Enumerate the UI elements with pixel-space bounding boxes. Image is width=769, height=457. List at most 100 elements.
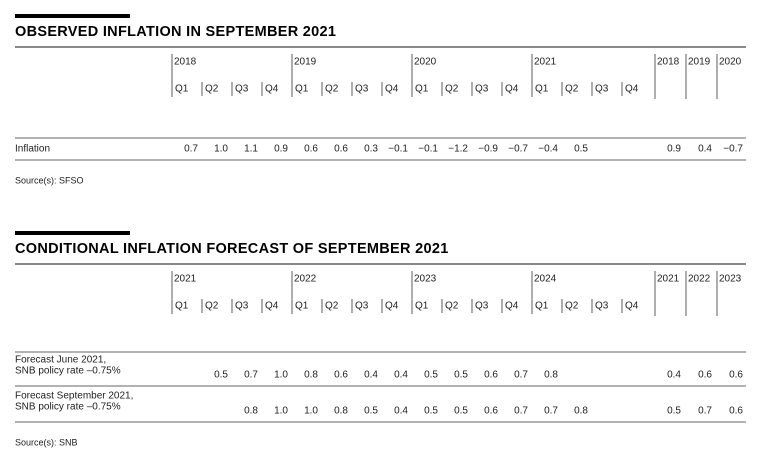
- annual-value: 0.9: [667, 144, 681, 155]
- quarter-header: Q1: [415, 84, 429, 95]
- cell-value: 0.4: [394, 370, 408, 381]
- cell-value: 0.5: [364, 406, 378, 417]
- quarter-header: Q1: [535, 301, 549, 312]
- year-header: 2021: [174, 274, 197, 285]
- annual-value: 0.4: [667, 370, 681, 381]
- cell-value: 0.6: [484, 370, 498, 381]
- quarter-header: Q3: [475, 84, 489, 95]
- cell-value: 0.8: [544, 370, 558, 381]
- cell-value: 0.7: [544, 406, 558, 417]
- cell-value: 0.8: [244, 406, 258, 417]
- cell-value: 0.6: [304, 144, 318, 155]
- quarter-header: Q1: [295, 84, 309, 95]
- section-title: OBSERVED INFLATION IN SEPTEMBER 2021: [15, 24, 336, 40]
- row-label: SNB policy rate –0.75%: [15, 366, 121, 377]
- cell-value: −1.2: [448, 144, 468, 155]
- cell-value: 0.5: [214, 370, 228, 381]
- source-note: Source(s): SFSO: [15, 175, 84, 185]
- cell-value: −0.7: [508, 144, 528, 155]
- cell-value: −0.9: [478, 144, 498, 155]
- cell-value: 0.6: [334, 370, 348, 381]
- quarter-header: Q1: [415, 301, 429, 312]
- section-title: CONDITIONAL INFLATION FORECAST OF SEPTEM…: [15, 241, 449, 257]
- cell-value: 0.7: [184, 144, 198, 155]
- cell-value: −0.4: [538, 144, 558, 155]
- cell-value: 1.1: [244, 144, 258, 155]
- annual-header: 2020: [719, 57, 742, 68]
- quarter-header: Q4: [625, 301, 639, 312]
- annual-header: 2023: [719, 274, 742, 285]
- annual-value: 0.6: [729, 406, 743, 417]
- year-header: 2019: [294, 57, 317, 68]
- quarter-header: Q4: [505, 84, 519, 95]
- quarter-header: Q1: [175, 84, 189, 95]
- cell-value: 0.6: [334, 144, 348, 155]
- year-header: 2024: [534, 274, 557, 285]
- section-bar: [15, 231, 130, 235]
- cell-value: 0.8: [334, 406, 348, 417]
- cell-value: 0.7: [244, 370, 258, 381]
- annual-value: 0.7: [698, 406, 712, 417]
- annual-value: −0.7: [723, 144, 743, 155]
- quarter-header: Q2: [325, 84, 339, 95]
- quarter-header: Q2: [445, 301, 459, 312]
- cell-value: 0.4: [394, 406, 408, 417]
- cell-value: 1.0: [214, 144, 228, 155]
- cell-value: 0.5: [424, 406, 438, 417]
- quarter-header: Q4: [385, 301, 399, 312]
- cell-value: −0.1: [388, 144, 408, 155]
- annual-header: 2022: [688, 274, 711, 285]
- year-header: 2018: [174, 57, 197, 68]
- annual-value: 0.6: [698, 370, 712, 381]
- quarter-header: Q4: [505, 301, 519, 312]
- cell-value: 1.0: [274, 370, 288, 381]
- quarter-header: Q4: [265, 301, 279, 312]
- row-label: SNB policy rate –0.75%: [15, 402, 121, 413]
- quarter-header: Q2: [565, 301, 579, 312]
- year-header: 2020: [414, 57, 437, 68]
- year-header: 2023: [414, 274, 437, 285]
- cell-value: −0.1: [418, 144, 438, 155]
- year-header: 2021: [534, 57, 557, 68]
- annual-header: 2019: [688, 57, 711, 68]
- quarter-header: Q2: [205, 301, 219, 312]
- cell-value: 0.5: [454, 406, 468, 417]
- quarter-header: Q2: [325, 301, 339, 312]
- quarter-header: Q2: [445, 84, 459, 95]
- cell-value: 0.5: [454, 370, 468, 381]
- quarter-header: Q2: [565, 84, 579, 95]
- quarter-header: Q3: [235, 301, 249, 312]
- quarter-header: Q3: [355, 84, 369, 95]
- quarter-header: Q1: [175, 301, 189, 312]
- cell-value: 0.5: [424, 370, 438, 381]
- annual-value: 0.4: [698, 144, 712, 155]
- annual-header: 2018: [657, 57, 680, 68]
- annual-value: 0.5: [667, 406, 681, 417]
- cell-value: 0.8: [304, 370, 318, 381]
- annual-value: 0.6: [729, 370, 743, 381]
- cell-value: 0.5: [574, 144, 588, 155]
- cell-value: 0.6: [484, 406, 498, 417]
- quarter-header: Q3: [355, 301, 369, 312]
- cell-value: 0.7: [514, 406, 528, 417]
- row-label: Forecast June 2021,: [15, 355, 106, 366]
- cell-value: 0.8: [574, 406, 588, 417]
- source-note: Source(s): SNB: [15, 437, 78, 447]
- cell-value: 1.0: [274, 406, 288, 417]
- quarter-header: Q4: [385, 84, 399, 95]
- quarter-header: Q3: [595, 301, 609, 312]
- quarter-header: Q1: [535, 84, 549, 95]
- cell-value: 1.0: [304, 406, 318, 417]
- quarter-header: Q1: [295, 301, 309, 312]
- quarter-header: Q2: [205, 84, 219, 95]
- quarter-header: Q4: [265, 84, 279, 95]
- annual-header: 2021: [657, 274, 680, 285]
- cell-value: 0.4: [364, 370, 378, 381]
- cell-value: 0.7: [514, 370, 528, 381]
- quarter-header: Q4: [625, 84, 639, 95]
- row-label: Inflation: [15, 144, 50, 155]
- year-header: 2022: [294, 274, 317, 285]
- quarter-header: Q3: [235, 84, 249, 95]
- quarter-header: Q3: [595, 84, 609, 95]
- row-label: Forecast September 2021,: [15, 391, 133, 402]
